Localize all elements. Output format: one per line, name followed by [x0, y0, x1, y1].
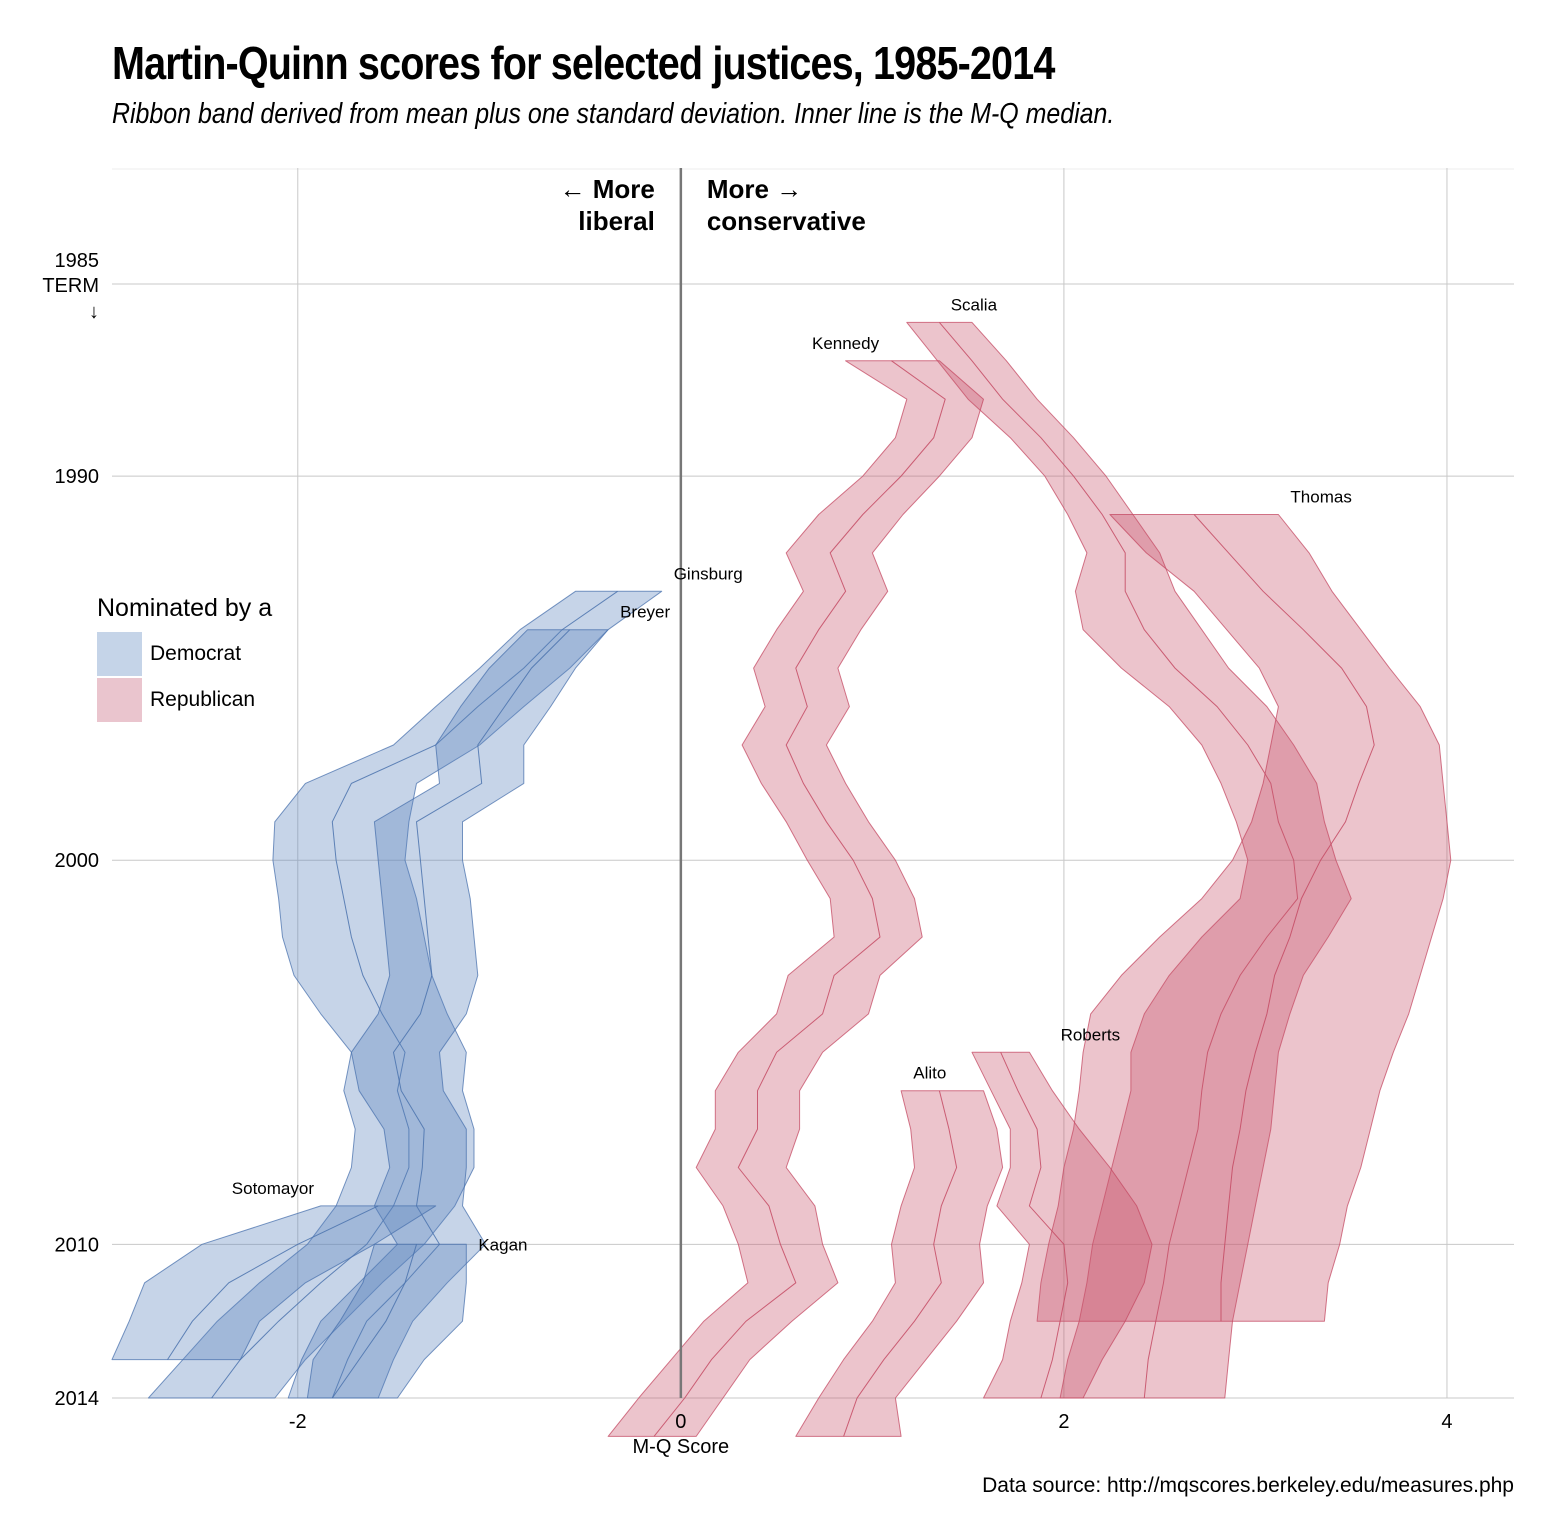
- median-line-kagan: [331, 1244, 417, 1399]
- chart-title: Martin-Quinn scores for selected justice…: [112, 37, 1055, 89]
- legend-item-republican: Republican: [97, 677, 272, 723]
- x-tick-label-0: -2: [289, 1411, 307, 1433]
- ribbon-kennedy: [607, 360, 984, 1437]
- median-line-thomas: [1193, 514, 1375, 1322]
- ribbon-thomas: [1036, 514, 1452, 1322]
- series-sotomayor: [111, 1205, 437, 1361]
- ribbon-alito: [795, 1090, 1004, 1437]
- annotation-liberal-line2: liberal: [578, 206, 655, 236]
- annotation-liberal-line1: ← More: [560, 174, 655, 204]
- chart-subtitle: Ribbon band derived from mean plus one s…: [112, 98, 1115, 130]
- ribbon-roberts: [971, 1051, 1153, 1399]
- x-axis-label: M-Q Score: [633, 1436, 730, 1458]
- y-tick-label-1985: 1985: [55, 250, 100, 272]
- series-ginsburg: [147, 590, 663, 1399]
- grid: [112, 168, 1514, 1399]
- annotation-conservative-line1: More →: [707, 174, 802, 204]
- y-axis-label-line1: TERM: [42, 275, 99, 297]
- y-axis: 1985 1990 2000 2010 2014 TERM ↓: [42, 250, 99, 1410]
- label-alito: Alito: [913, 1064, 946, 1083]
- label-ginsburg: Ginsburg: [674, 564, 743, 583]
- label-kagan: Kagan: [478, 1235, 527, 1254]
- x-tick-label-2: 2: [1058, 1411, 1069, 1433]
- ribbon-kagan: [306, 1243, 467, 1399]
- median-line-kennedy: [653, 360, 946, 1437]
- x-axis: -2 0 2 4: [289, 1411, 1453, 1433]
- series-alito: [795, 1090, 1004, 1437]
- y-tick-label-2010: 2010: [55, 1234, 100, 1256]
- plot-background: [112, 168, 1514, 1398]
- series-kagan: [306, 1243, 467, 1399]
- ribbon-breyer: [287, 629, 609, 1399]
- x-tick-label-1: 0: [675, 1411, 686, 1433]
- median-line-scalia: [939, 322, 1299, 1399]
- ribbon-bands: [111, 321, 1452, 1437]
- label-scalia: Scalia: [951, 295, 998, 314]
- y-tick-label-2000: 2000: [55, 850, 100, 872]
- y-axis-label-line2: ↓: [89, 301, 99, 323]
- legend: Nominated by a Democrat Republican: [97, 594, 272, 723]
- median-line-breyer: [331, 629, 571, 1399]
- y-tick-label-2014: 2014: [55, 1388, 100, 1410]
- series-breyer: [287, 629, 609, 1399]
- label-thomas: Thomas: [1290, 487, 1351, 506]
- legend-swatch-republican: [97, 678, 142, 722]
- label-sotomayor: Sotomayor: [232, 1179, 315, 1198]
- series-kennedy: [607, 360, 984, 1437]
- legend-item-democrat: Democrat: [97, 631, 272, 677]
- label-kennedy: Kennedy: [812, 334, 880, 353]
- series-thomas: [1036, 514, 1452, 1322]
- data-source: Data source: http://mqscores.berkeley.ed…: [982, 1474, 1514, 1497]
- justice-labels: Scalia Kennedy Thomas Ginsburg Breyer Roberts…: [232, 295, 1352, 1254]
- legend-title: Nominated by a: [97, 594, 273, 622]
- label-breyer: Breyer: [620, 603, 670, 622]
- median-line-ginsburg: [211, 590, 618, 1399]
- legend-label-democrat: Democrat: [150, 642, 242, 665]
- median-line-sotomayor: [167, 1205, 379, 1360]
- series-roberts: [971, 1051, 1153, 1399]
- legend-label-republican: Republican: [150, 688, 256, 711]
- median-line-alito: [843, 1090, 958, 1437]
- ribbon-ginsburg: [147, 590, 663, 1399]
- x-tick-label-3: 4: [1441, 1411, 1452, 1433]
- label-roberts: Roberts: [1061, 1025, 1121, 1044]
- direction-annotations: ← More liberal More → conservative: [560, 174, 866, 236]
- median-line-roberts: [1000, 1052, 1069, 1399]
- annotation-conservative-line2: conservative: [707, 206, 866, 236]
- legend-swatch-democrat: [97, 632, 142, 676]
- y-tick-label-1990: 1990: [55, 466, 100, 488]
